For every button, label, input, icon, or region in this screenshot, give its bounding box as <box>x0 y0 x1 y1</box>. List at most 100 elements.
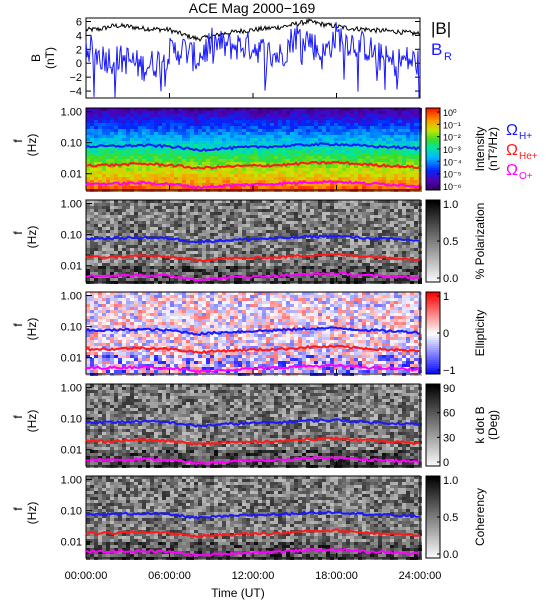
heatmap-cell <box>322 174 326 177</box>
heatmap-cell <box>234 212 238 215</box>
heatmap-cell <box>162 266 166 269</box>
heatmap-cell <box>254 227 258 230</box>
heatmap-cell <box>102 239 106 242</box>
heatmap-cell <box>258 209 262 212</box>
colorbar-cell <box>426 150 440 152</box>
heatmap-cell <box>330 177 334 180</box>
colorbar-cell <box>426 160 440 162</box>
heatmap-cell <box>406 248 410 251</box>
heatmap-cell <box>210 212 214 215</box>
heatmap-cell <box>282 212 286 215</box>
heatmap-cell <box>294 138 298 141</box>
heatmap-cell <box>178 138 182 141</box>
heatmap-cell <box>402 260 406 263</box>
heatmap-cell <box>270 126 274 129</box>
heatmap-cell <box>210 162 214 165</box>
heatmap-cell <box>290 120 294 123</box>
heatmap-cell <box>382 257 386 260</box>
heatmap-cell <box>114 215 118 218</box>
heatmap-cell <box>286 111 290 114</box>
heatmap-cell <box>206 209 210 212</box>
heatmap-cell <box>226 260 230 263</box>
heatmap-cell <box>214 177 218 180</box>
heatmap-cell <box>142 278 146 281</box>
heatmap-cell <box>294 206 298 209</box>
heatmap-cell <box>334 174 338 177</box>
heatmap-cell <box>194 153 198 156</box>
heatmap-cell <box>158 272 162 275</box>
heatmap-cell <box>262 111 266 114</box>
heatmap-cell <box>270 206 274 209</box>
heatmap-cell <box>194 111 198 114</box>
heatmap-cell <box>178 177 182 180</box>
heatmap-cell <box>282 227 286 230</box>
heatmap-cell <box>326 266 330 269</box>
heatmap-cell <box>378 272 382 275</box>
heatmap-cell <box>406 123 410 126</box>
heatmap-cell <box>122 215 126 218</box>
heatmap-cell <box>278 177 282 180</box>
heatmap-cell <box>278 203 282 206</box>
heatmap-cell <box>386 174 390 177</box>
heatmap-cell <box>98 186 102 189</box>
heatmap-cell <box>298 144 302 147</box>
heatmap-cell <box>330 153 334 156</box>
heatmap-cell <box>230 177 234 180</box>
heatmap-cell <box>338 224 342 227</box>
heatmap-cell <box>174 260 178 263</box>
heatmap-cell <box>222 272 226 275</box>
heatmap-cell <box>362 138 366 141</box>
heatmap-cell <box>238 233 242 236</box>
heatmap-cell <box>334 242 338 245</box>
heatmap-cell <box>338 123 342 126</box>
heatmap-cell <box>194 132 198 135</box>
heatmap-cell <box>122 242 126 245</box>
heatmap-cell <box>218 162 222 165</box>
heatmap-cell <box>202 251 206 254</box>
heatmap-cell <box>246 272 250 275</box>
heatmap-cell <box>106 153 110 156</box>
heatmap-cell <box>294 269 298 272</box>
heatmap-cell <box>210 141 214 144</box>
heatmap-cell <box>146 251 150 254</box>
heatmap-cell <box>290 174 294 177</box>
heatmap-cell <box>226 141 230 144</box>
heatmap-cell <box>198 251 202 254</box>
heatmap-cell <box>330 186 334 189</box>
heatmap-cell <box>266 212 270 215</box>
heatmap-cell <box>142 260 146 263</box>
heatmap-cell <box>130 257 134 260</box>
heatmap-cell <box>350 153 354 156</box>
heatmap-cell <box>98 117 102 120</box>
colorbar-cell <box>426 230 440 232</box>
heatmap-cell <box>110 221 114 224</box>
heatmap-cell <box>262 254 266 257</box>
heatmap-cell <box>194 126 198 129</box>
heatmap-cell <box>214 183 218 186</box>
heatmap-cell <box>282 171 286 174</box>
colorbar-cell <box>426 118 440 120</box>
heatmap-cell <box>186 215 190 218</box>
heatmap-cell <box>150 153 154 156</box>
heatmap-cell <box>366 245 370 248</box>
heatmap-cell <box>306 141 310 144</box>
heatmap-cell <box>110 230 114 233</box>
heatmap-cell <box>230 117 234 120</box>
heatmap-cell <box>146 257 150 260</box>
heatmap-cell <box>346 215 350 218</box>
heatmap-cell <box>270 135 274 138</box>
heatmap-cell <box>214 138 218 141</box>
heatmap-cell <box>374 111 378 114</box>
heatmap-cell <box>354 120 358 123</box>
heatmap-cell <box>282 248 286 251</box>
heatmap-cell <box>258 230 262 233</box>
heatmap-cell <box>350 209 354 212</box>
heatmap-cell <box>250 174 254 177</box>
heatmap-cell <box>382 147 386 150</box>
heatmap-cell <box>154 227 158 230</box>
heatmap-cell <box>378 177 382 180</box>
heatmap-cell <box>90 209 94 212</box>
heatmap-cell <box>126 186 130 189</box>
heatmap-cell <box>262 135 266 138</box>
heatmap-cell <box>278 183 282 186</box>
